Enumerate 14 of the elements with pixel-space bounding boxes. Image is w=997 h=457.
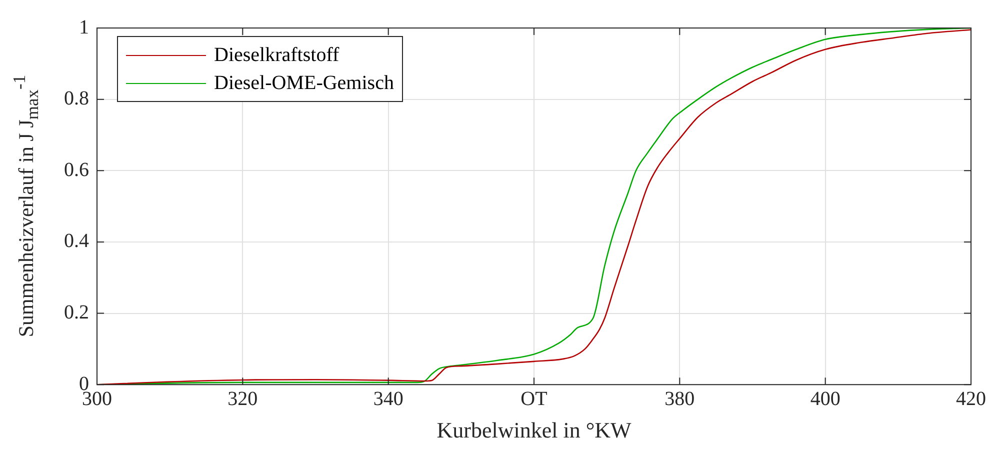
y-tick-label: 0.4	[64, 230, 89, 252]
x-axis-title: Kurbelwinkel in °KW	[436, 418, 632, 443]
legend-label: Dieselkraftstoff	[214, 43, 340, 68]
x-tick-label: OT	[520, 388, 548, 410]
x-tick-label: 380	[664, 388, 695, 410]
y-tick-label: 0.2	[64, 302, 89, 324]
y-tick-label: 0.8	[64, 88, 89, 110]
x-tick-label: 320	[228, 388, 258, 410]
x-tick-label: 420	[956, 388, 986, 410]
x-tick-label: 340	[373, 388, 404, 410]
y-tick-label: 0.6	[64, 158, 89, 181]
x-tick-label: 400	[810, 388, 840, 410]
y-tick-label: 1	[79, 16, 89, 38]
legend-label: Diesel-OME-Gemisch	[214, 71, 394, 96]
